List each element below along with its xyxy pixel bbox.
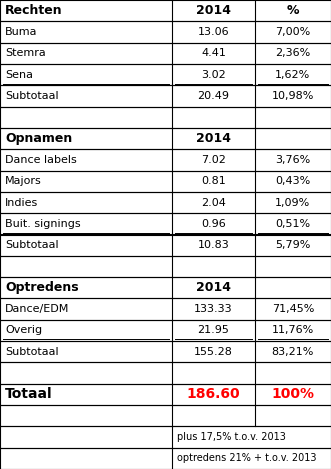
Text: 21.95: 21.95 xyxy=(198,325,229,335)
Text: 83,21%: 83,21% xyxy=(272,347,314,357)
Text: 7,00%: 7,00% xyxy=(275,27,310,37)
Text: 20.49: 20.49 xyxy=(198,91,229,101)
Text: 133.33: 133.33 xyxy=(194,304,233,314)
Text: 10,98%: 10,98% xyxy=(272,91,314,101)
Text: Rechten: Rechten xyxy=(5,4,63,17)
Text: Optredens: Optredens xyxy=(5,281,78,294)
Text: Dance labels: Dance labels xyxy=(5,155,77,165)
Text: 100%: 100% xyxy=(271,387,314,401)
Text: Indies: Indies xyxy=(5,197,38,207)
Text: 3,76%: 3,76% xyxy=(275,155,310,165)
Text: 0.81: 0.81 xyxy=(201,176,226,186)
Text: 2014: 2014 xyxy=(196,281,231,294)
Text: 0,43%: 0,43% xyxy=(275,176,310,186)
Text: 11,76%: 11,76% xyxy=(272,325,314,335)
Text: 4.41: 4.41 xyxy=(201,48,226,58)
Text: plus 17,5% t.o.v. 2013: plus 17,5% t.o.v. 2013 xyxy=(177,432,286,442)
Text: 2,36%: 2,36% xyxy=(275,48,310,58)
Text: Sena: Sena xyxy=(5,69,33,80)
Text: Totaal: Totaal xyxy=(5,387,53,401)
Text: 1,09%: 1,09% xyxy=(275,197,310,207)
Text: Opnamen: Opnamen xyxy=(5,132,72,145)
Text: 0,51%: 0,51% xyxy=(275,219,310,229)
Text: 10.83: 10.83 xyxy=(198,240,229,250)
Text: Majors: Majors xyxy=(5,176,42,186)
Text: optredens 21% + t.o.v. 2013: optredens 21% + t.o.v. 2013 xyxy=(177,454,316,463)
Text: 5,79%: 5,79% xyxy=(275,240,310,250)
Text: 155.28: 155.28 xyxy=(194,347,233,357)
Text: Dance/EDM: Dance/EDM xyxy=(5,304,69,314)
Text: 71,45%: 71,45% xyxy=(272,304,314,314)
Text: 0.96: 0.96 xyxy=(201,219,226,229)
Text: Subtotaal: Subtotaal xyxy=(5,240,59,250)
Text: 3.02: 3.02 xyxy=(201,69,226,80)
Text: Buit. signings: Buit. signings xyxy=(5,219,80,229)
Text: 2.04: 2.04 xyxy=(201,197,226,207)
Text: 7.02: 7.02 xyxy=(201,155,226,165)
Text: 1,62%: 1,62% xyxy=(275,69,310,80)
Text: 2014: 2014 xyxy=(196,4,231,17)
Text: 186.60: 186.60 xyxy=(187,387,240,401)
Text: 13.06: 13.06 xyxy=(198,27,229,37)
Text: Stemra: Stemra xyxy=(5,48,46,58)
Text: Overig: Overig xyxy=(5,325,42,335)
Text: 2014: 2014 xyxy=(196,132,231,145)
Text: Subtotaal: Subtotaal xyxy=(5,347,59,357)
Text: Subtotaal: Subtotaal xyxy=(5,91,59,101)
Text: Buma: Buma xyxy=(5,27,37,37)
Text: %: % xyxy=(287,4,299,17)
